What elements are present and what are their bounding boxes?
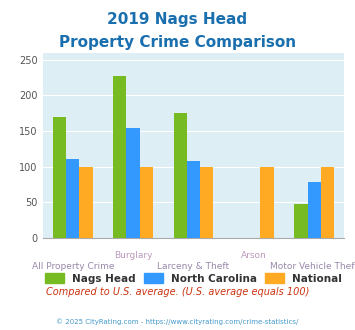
Text: Property Crime Comparison: Property Crime Comparison <box>59 35 296 50</box>
Bar <box>66 159 80 238</box>
Bar <box>80 167 93 238</box>
Text: Larceny & Theft: Larceny & Theft <box>157 262 230 271</box>
Legend: Nags Head, North Carolina, National: Nags Head, North Carolina, National <box>40 269 346 288</box>
Text: © 2025 CityRating.com - https://www.cityrating.com/crime-statistics/: © 2025 CityRating.com - https://www.city… <box>56 318 299 325</box>
Text: Burglary: Burglary <box>114 250 152 259</box>
Bar <box>321 167 334 238</box>
Text: Motor Vehicle Theft: Motor Vehicle Theft <box>270 262 355 271</box>
Bar <box>307 182 321 238</box>
Bar <box>140 167 153 238</box>
Bar <box>200 167 213 238</box>
Bar <box>126 128 140 238</box>
Bar <box>113 76 126 238</box>
Text: 2019 Nags Head: 2019 Nags Head <box>108 12 247 26</box>
Bar <box>174 113 187 238</box>
Bar <box>53 117 66 238</box>
Text: Compared to U.S. average. (U.S. average equals 100): Compared to U.S. average. (U.S. average … <box>46 287 309 297</box>
Text: All Property Crime: All Property Crime <box>32 262 114 271</box>
Text: Arson: Arson <box>241 250 267 259</box>
Bar <box>187 161 200 238</box>
Bar <box>261 167 274 238</box>
Bar <box>294 204 307 238</box>
